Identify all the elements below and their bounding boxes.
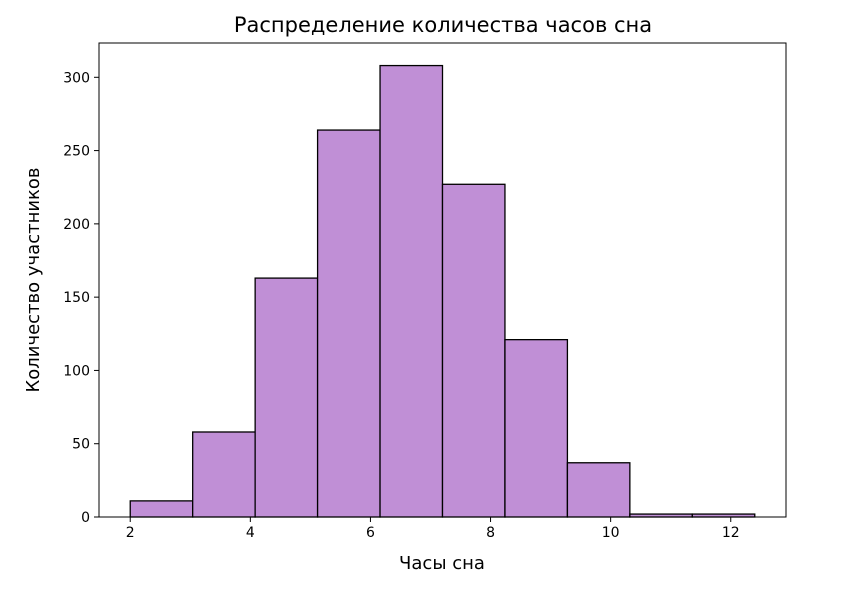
x-axis-ticks: 2 4 6 8 10 12 xyxy=(126,517,740,541)
chart-title: Распределение количества часов сна xyxy=(234,13,652,37)
y-tick-label: 200 xyxy=(63,217,90,233)
y-tick-label: 300 xyxy=(63,70,90,86)
y-tick-label: 0 xyxy=(81,510,90,526)
x-axis-label: Часы сна xyxy=(399,553,485,574)
histogram-bar-3 xyxy=(254,277,319,518)
y-tick-label: 100 xyxy=(63,363,90,379)
y-tick-label: 50 xyxy=(72,437,90,453)
x-tick-label: 10 xyxy=(602,525,620,541)
x-tick-label: 8 xyxy=(486,525,495,541)
y-axis-ticks: 0 50 100 150 200 250 300 xyxy=(63,70,99,526)
histogram-bar-7 xyxy=(504,339,569,518)
histogram-bar-4 xyxy=(316,129,381,518)
histogram-bar-2 xyxy=(192,431,256,518)
x-tick-label: 6 xyxy=(366,525,375,541)
x-tick-label: 12 xyxy=(722,525,740,541)
y-axis-label: Количество участников xyxy=(23,167,44,392)
histogram-bar-8 xyxy=(566,462,631,518)
y-tick-label: 150 xyxy=(63,290,90,306)
histogram-bar-6 xyxy=(441,183,506,518)
histogram-bars xyxy=(129,64,756,518)
x-tick-label: 4 xyxy=(246,525,255,541)
plot-frame xyxy=(98,42,787,518)
histogram-bar-5 xyxy=(379,64,444,518)
histogram-bar-1 xyxy=(129,500,194,518)
x-tick-label: 2 xyxy=(126,525,135,541)
y-tick-label: 250 xyxy=(63,144,90,160)
